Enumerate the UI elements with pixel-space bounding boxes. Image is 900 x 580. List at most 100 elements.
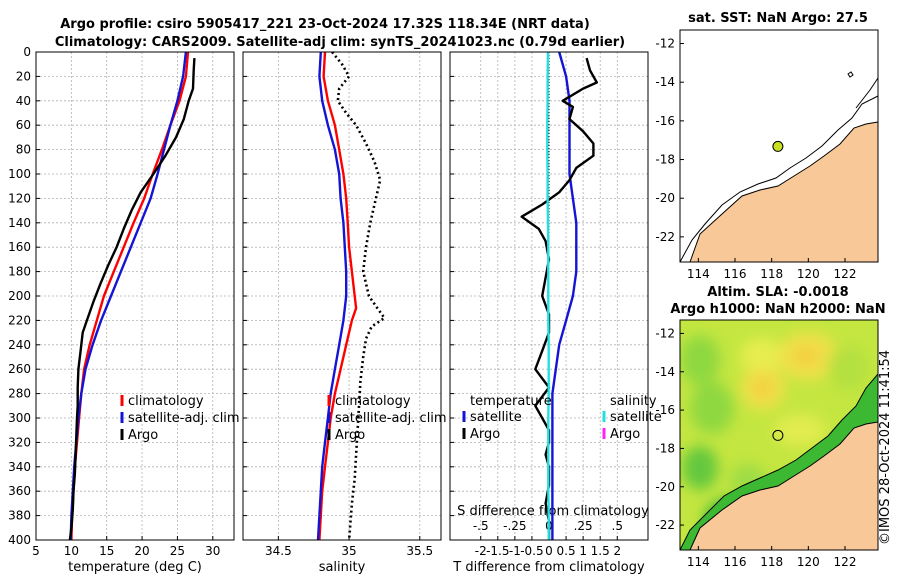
sst-map-isobath-shelf [679,95,879,263]
series-line-temperature-argo [520,57,598,540]
sst-map: 114 116 118 120 122 -12 -14 -16 -18 -20 -22 [655,29,879,281]
sst-map-title: sat. SST: NaN Argo: 27.5 [688,11,868,26]
map-x-tick-label: 118 [760,555,783,569]
legend-label: satellite [470,410,522,425]
sla-map-frame [679,319,879,551]
x-tick-label: 0.5 [557,544,576,558]
sst-map-land [689,121,879,263]
top-tick-label: -.5 [473,519,489,533]
sla-map-axes: 114 116 118 120 122 -12 -14 -16 -18 -20 -22 [655,326,856,569]
y-tick-label: 20 [16,69,31,83]
x-tick-label: 34.5 [265,544,292,558]
y-tick-label: 260 [8,362,31,376]
map-y-tick-label: -14 [655,75,675,89]
map-x-tick-label: 116 [724,267,747,281]
map-y-tick-label: -12 [655,326,675,340]
top-tick-label: -.25 [503,519,526,533]
sla-map-title-line1: Altim. SLA: -0.0018 [707,285,848,300]
legend-label: Argo [128,428,158,443]
x-tick-label: -1 [509,544,521,558]
map-y-tick-label: -16 [655,403,675,417]
y-tick-label: 80 [16,143,31,157]
axes-frame [242,51,442,541]
y-tick-label: 100 [8,167,31,181]
argo-location-marker [772,140,784,152]
sst-map-frame [679,29,879,263]
y-tick-label: 280 [8,387,31,401]
x-tick-label: 20 [134,544,149,558]
sst-map-reef [847,71,854,78]
x-tick-label: 35 [341,544,356,558]
map-x-tick-label: 122 [834,555,857,569]
map-y-tick-label: -14 [655,365,675,379]
map-y-tick-label: -20 [655,191,675,205]
imos-timestamp: ©IMOS 28-Oct-2024 11:41:54 [878,349,893,545]
y-tick-label: 240 [8,338,31,352]
map-y-tick-label: -20 [655,480,675,494]
y-tick-label: 220 [8,313,31,327]
difference-panel: -2 -1.5 -1 -0.5 0 0.5 1 1.5 2S difference from c… [449,51,662,575]
x-tick-label: 1.5 [591,544,610,558]
main-title-line2: Climatology: CARS2009. Satellite-adj cli… [55,35,625,50]
map-x-tick-label: 114 [687,267,710,281]
legend-label: Argo [470,427,500,442]
x-tick-label: 1 [579,544,587,558]
sla-map-title-line2: Argo h1000: NaN h2000: NaN [670,302,885,317]
map-y-tick-label: -22 [655,518,675,532]
x-tick-label: 35.5 [406,544,433,558]
x-axis-label: salinity [319,560,366,575]
argo-location-marker-sla [772,429,784,441]
x-tick-label: -1.5 [486,544,509,558]
map-y-tick-label: -18 [655,441,675,455]
map-y-tick-label: -16 [655,114,675,128]
legend-title-temperature: temperature [470,394,552,409]
legend-label: satellite-adj. clim [335,411,447,426]
axes-frame [35,51,235,541]
series-line-temperature-satellite [551,51,578,540]
legend-label: Argo [335,428,365,443]
legend-label: satellite [610,410,662,425]
temperature-panel: 0 20 40 60 80 100 120 140 160 180 200 220 240 260 280 3… [8,45,240,575]
sla-map-land [689,421,878,550]
y-tick-label: 340 [8,460,31,474]
map-x-tick-label: 114 [687,555,710,569]
y-tick-label: 180 [8,265,31,279]
x-tick-label: -0.5 [520,544,543,558]
x-axis-label: T difference from climatology [452,560,645,575]
map-x-tick-label: 116 [724,555,747,569]
x-tick-label: 5 [32,544,40,558]
series-line-argo [68,58,196,541]
map-y-tick-label: -12 [655,37,675,51]
x-tick-label: 2 [613,544,621,558]
y-tick-label: 0 [23,45,31,59]
x-tick-label: 15 [99,544,114,558]
x-tick-label: -2 [475,544,487,558]
x-tick-label: 30 [205,544,220,558]
map-x-tick-label: 120 [797,267,820,281]
x-axis-label: temperature (deg C) [68,560,202,575]
y-tick-label: 360 [8,484,31,498]
y-tick-label: 320 [8,435,31,449]
map-x-tick-label: 118 [760,267,783,281]
map-x-tick-label: 120 [797,555,820,569]
y-tick-label: 120 [8,191,31,205]
legend-label: Argo [610,427,640,442]
series-line-argo [331,51,386,541]
legend-label: satellite-adj. clim [128,411,240,426]
map-y-tick-label: -22 [655,230,675,244]
map-x-tick-label: 122 [834,267,857,281]
y-tick-label: 40 [16,94,31,108]
series-line-salinity-satellite [546,51,550,540]
sla-map-isobath [680,373,878,550]
legend-title-salinity: salinity [610,394,657,409]
y-tick-label: 300 [8,411,31,425]
legend-label: climatology [335,394,411,409]
map-y-tick-label: -18 [655,153,675,167]
x-tick-label: 10 [64,544,79,558]
y-tick-label: 60 [16,118,31,132]
sst-map-isobath-north [855,77,879,109]
y-tick-label: 400 [8,533,31,547]
series-line-climatology [318,51,358,541]
x-tick-label: 0 [545,544,553,558]
